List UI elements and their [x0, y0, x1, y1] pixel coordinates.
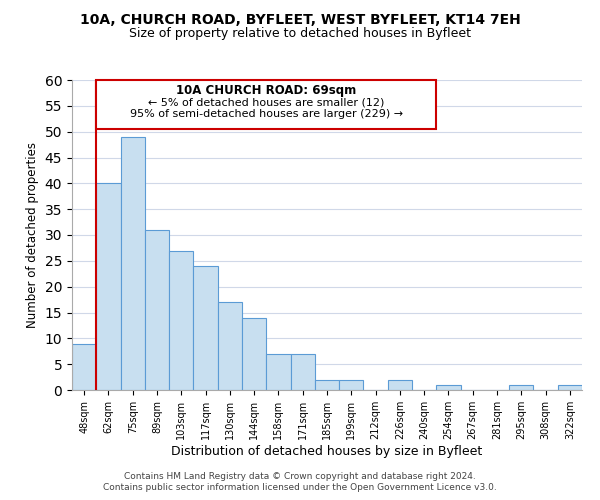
Bar	[388, 380, 412, 390]
Bar	[509, 385, 533, 390]
Bar	[315, 380, 339, 390]
Bar	[193, 266, 218, 390]
Text: 95% of semi-detached houses are larger (229) →: 95% of semi-detached houses are larger (…	[130, 109, 403, 119]
Text: ← 5% of detached houses are smaller (12): ← 5% of detached houses are smaller (12)	[148, 97, 385, 107]
Bar	[96, 184, 121, 390]
Bar	[72, 344, 96, 390]
Text: Contains HM Land Registry data © Crown copyright and database right 2024.: Contains HM Land Registry data © Crown c…	[124, 472, 476, 481]
Bar	[266, 354, 290, 390]
Bar	[436, 385, 461, 390]
Bar	[290, 354, 315, 390]
Bar	[145, 230, 169, 390]
Text: 10A, CHURCH ROAD, BYFLEET, WEST BYFLEET, KT14 7EH: 10A, CHURCH ROAD, BYFLEET, WEST BYFLEET,…	[80, 12, 520, 26]
X-axis label: Distribution of detached houses by size in Byfleet: Distribution of detached houses by size …	[172, 444, 482, 458]
Text: Size of property relative to detached houses in Byfleet: Size of property relative to detached ho…	[129, 28, 471, 40]
Text: Contains public sector information licensed under the Open Government Licence v3: Contains public sector information licen…	[103, 484, 497, 492]
Bar	[242, 318, 266, 390]
Bar	[169, 250, 193, 390]
Y-axis label: Number of detached properties: Number of detached properties	[26, 142, 39, 328]
Text: 10A CHURCH ROAD: 69sqm: 10A CHURCH ROAD: 69sqm	[176, 84, 356, 97]
Bar	[218, 302, 242, 390]
Bar	[121, 137, 145, 390]
Bar	[558, 385, 582, 390]
Bar	[339, 380, 364, 390]
